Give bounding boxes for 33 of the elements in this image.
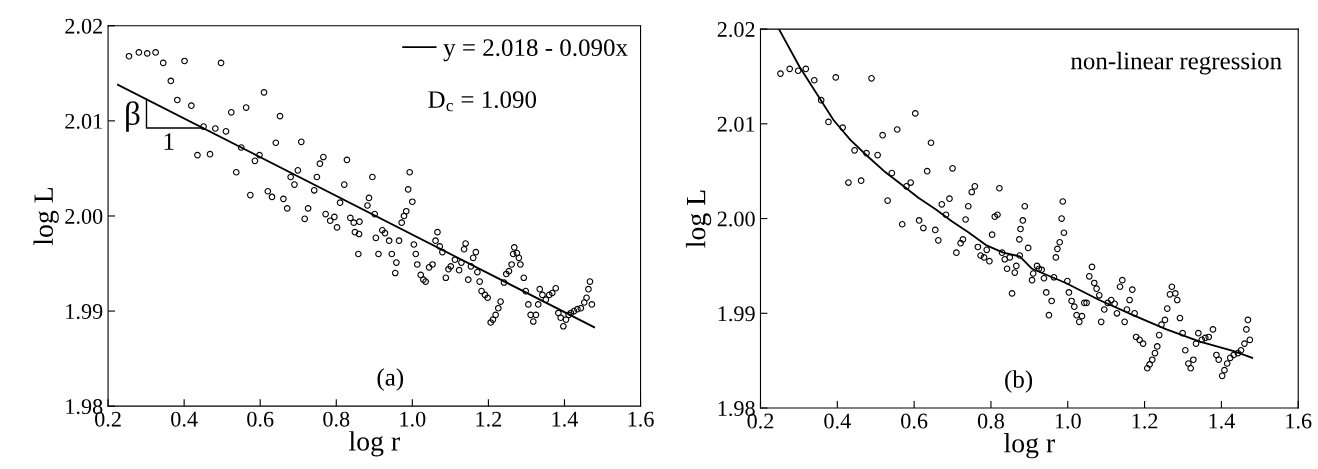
y-tick-label: 2.01 [65,113,102,129]
legend-label: y = 2.018 - 0.090x [443,39,628,62]
y-tick-label: 2.01 [717,116,755,132]
x-tick-label: 0.4 [171,411,198,427]
y-tick-label: 2.00 [65,208,103,224]
x-tick-label: 1.6 [628,411,654,427]
y-tick-label: 1.99 [66,304,103,320]
y-tick-label: 2.00 [717,211,755,227]
annotation: 1 [164,133,174,150]
y-tick-label: 2.02 [65,18,102,34]
annotation: D$_{c}$ = 1.090 [428,91,537,112]
x-tick-label: 1.6 [1286,413,1312,429]
x-tick-label: 0.8 [323,411,350,427]
x-tick-label: 0.4 [824,413,851,429]
x-tick-label: 1.2 [476,411,502,427]
y-tick-label: 1.99 [718,306,755,322]
y-axis-title: log L [33,187,59,246]
x-axis-title: log r [1004,433,1055,459]
y-tick-label: 2.02 [717,22,755,38]
annotation: β [126,101,140,132]
x-tick-label: 0.8 [977,413,1004,429]
annotation: non-linear regression [1070,51,1282,75]
annotation: (a) [377,368,404,391]
x-tick-label: 0.6 [247,411,274,427]
x-tick-label: 1.0 [1055,413,1081,429]
x-axis-title: log r [349,431,400,457]
x-tick-label: 0.6 [901,413,928,429]
x-tick-label: 1.4 [552,411,579,427]
x-tick-label: 1.2 [1132,413,1158,429]
annotation: (b) [1005,370,1033,393]
x-tick-label: 1.0 [400,411,426,427]
x-tick-label: 1.4 [1209,413,1235,429]
y-axis-title: log L [685,190,712,248]
